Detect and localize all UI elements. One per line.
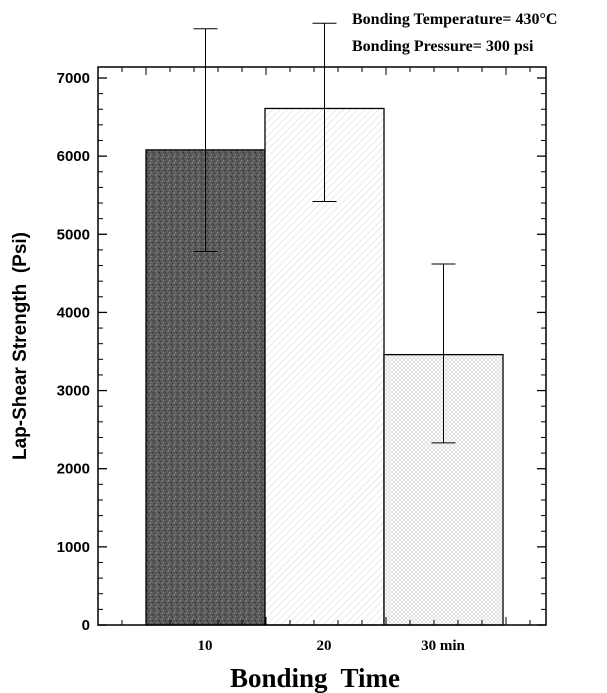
- y-tick-label: 4000: [57, 304, 90, 321]
- annotation-bonding-pressure: Bonding Pressure= 300 psi: [352, 38, 534, 55]
- y-tick-label: 6000: [57, 148, 90, 165]
- annotations: Bonding Temperature= 430°C Bonding Press…: [352, 11, 557, 55]
- y-tick-label: 2000: [57, 461, 90, 478]
- x-axis: 10 20 30 min: [121, 67, 531, 654]
- y-tick-label: 5000: [57, 226, 90, 243]
- y-tick-label: 7000: [57, 70, 90, 87]
- error-bars-group: [193, 22, 456, 444]
- y-tick-label: 0: [82, 617, 90, 634]
- y-axis: 0 1000 2000 3000 4000 5000 6000 7000: [57, 70, 546, 634]
- y-axis-label: Lap-Shear Strength (Psi): [10, 232, 31, 460]
- x-tick-label: 20: [317, 638, 332, 654]
- x-tick-label: 10: [198, 638, 213, 654]
- y-tick-label: 1000: [57, 539, 90, 556]
- x-axis-label: Bonding Time: [230, 663, 400, 693]
- y-tick-label: 3000: [57, 383, 90, 400]
- plot-frame: [97, 66, 547, 626]
- annotation-bonding-temperature: Bonding Temperature= 430°C: [352, 11, 557, 28]
- x-tick-label: 30 min: [421, 638, 465, 654]
